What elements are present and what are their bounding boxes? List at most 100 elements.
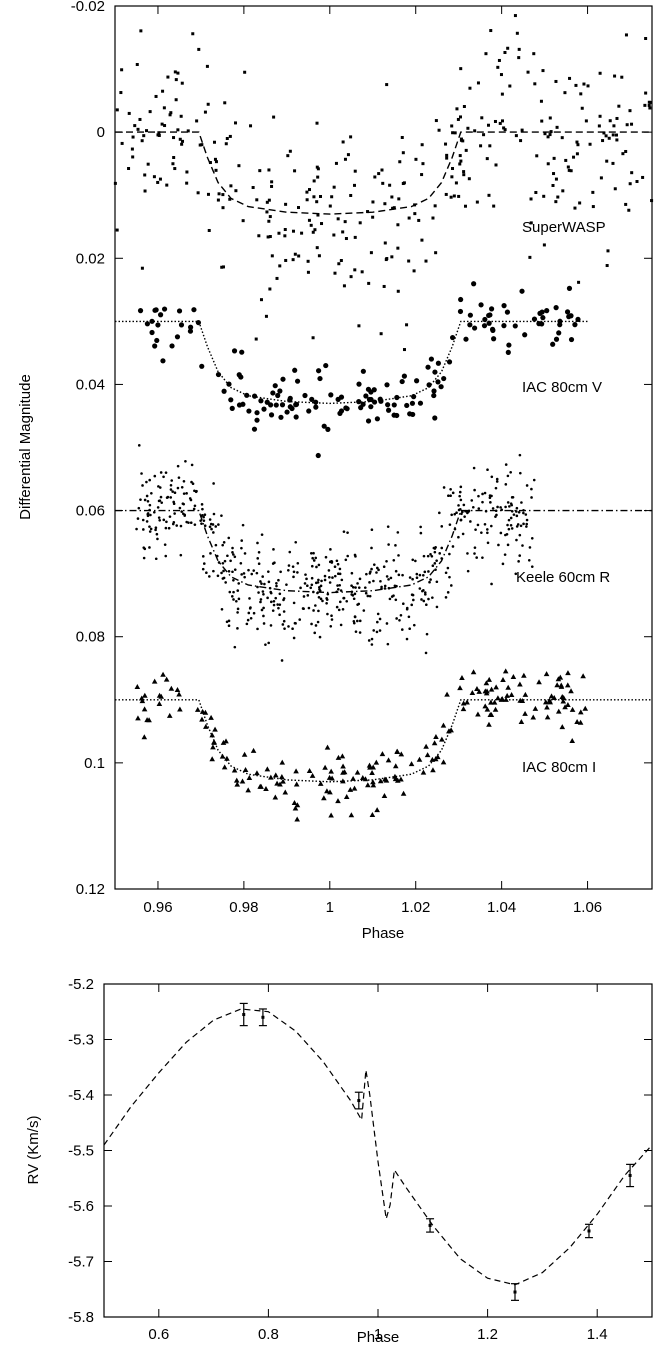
data-point-keele-60cm-r [146, 499, 150, 503]
data-point-superwasp [267, 219, 271, 223]
data-point-iac-80cm-i [517, 681, 523, 687]
data-point-keele-60cm-r [429, 553, 432, 556]
data-point-superwasp [127, 167, 131, 171]
data-point-iac-80cm-i [328, 768, 334, 774]
data-point-superwasp [598, 71, 602, 75]
data-point-superwasp [266, 235, 270, 239]
data-point-superwasp [520, 128, 524, 132]
data-point-superwasp [330, 195, 334, 199]
data-point-iac-80cm-i [544, 704, 550, 710]
data-point-superwasp [186, 129, 190, 133]
data-point-superwasp [195, 119, 199, 123]
data-point-keele-60cm-r [315, 565, 318, 569]
data-point-keele-60cm-r [182, 512, 185, 516]
data-point-superwasp [624, 33, 628, 37]
data-point-keele-60cm-r [333, 565, 337, 569]
data-point-iac-80cm-v [391, 412, 397, 418]
data-point-superwasp [142, 134, 146, 138]
data-point-superwasp [278, 264, 282, 268]
data-point-superwasp [297, 254, 301, 258]
data-point-iac-80cm-i [151, 678, 158, 684]
data-point-superwasp [382, 284, 386, 288]
data-point-iac-80cm-i [335, 754, 342, 760]
data-point-keele-60cm-r [240, 573, 243, 576]
data-point-iac-80cm-v [431, 392, 437, 399]
data-point-iac-80cm-v [277, 388, 283, 394]
data-point-keele-60cm-r [527, 558, 531, 562]
data-point-keele-60cm-r [210, 527, 213, 531]
data-point-superwasp [158, 177, 162, 181]
data-point-superwasp [612, 124, 616, 128]
data-point-iac-80cm-v [449, 334, 456, 341]
data-point-keele-60cm-r [525, 522, 529, 526]
data-point-keele-60cm-r [169, 488, 173, 491]
data-point-keele-60cm-r [440, 525, 444, 528]
data-point-superwasp [283, 228, 287, 232]
data-point-keele-60cm-r [358, 631, 362, 634]
data-point-keele-60cm-r [201, 567, 205, 571]
data-point-iac-80cm-v [344, 406, 350, 412]
data-point-superwasp [168, 113, 172, 117]
data-point-superwasp [207, 228, 211, 232]
data-point-keele-60cm-r [267, 570, 270, 573]
data-point-superwasp [312, 179, 316, 183]
data-point-superwasp [539, 99, 543, 103]
data-point-keele-60cm-r [388, 597, 392, 601]
data-point-superwasp [434, 119, 438, 123]
data-point-keele-60cm-r [383, 584, 387, 588]
data-point-iac-80cm-v [481, 323, 488, 329]
data-point-keele-60cm-r [356, 619, 359, 623]
data-point-superwasp [379, 332, 383, 336]
data-point-superwasp [172, 136, 176, 140]
data-point-keele-60cm-r [190, 463, 194, 467]
data-point-keele-60cm-r [453, 527, 457, 531]
data-point-iac-80cm-v [371, 399, 378, 405]
data-point-superwasp [628, 182, 632, 186]
data-point-keele-60cm-r [310, 622, 313, 626]
data-point-superwasp [493, 119, 497, 123]
data-point-superwasp [459, 67, 463, 71]
data-point-keele-60cm-r [326, 592, 330, 596]
data-point-keele-60cm-r [338, 572, 342, 576]
data-point-iac-80cm-i [245, 787, 252, 793]
data-point-keele-60cm-r [356, 603, 359, 606]
data-point-iac-80cm-i [544, 714, 551, 720]
data-point-superwasp [315, 165, 319, 169]
data-point-iac-80cm-i [219, 753, 226, 759]
data-point-keele-60cm-r [411, 577, 414, 581]
data-point-superwasp [468, 86, 472, 90]
data-point-keele-60cm-r [155, 532, 159, 536]
data-point-superwasp [221, 265, 225, 269]
data-point-iac-80cm-i [560, 694, 567, 700]
data-point-iac-80cm-i [555, 676, 562, 682]
data-point-superwasp [131, 155, 135, 159]
data-point-keele-60cm-r [378, 617, 382, 621]
data-point-keele-60cm-r [350, 593, 353, 596]
data-point-iac-80cm-v [505, 349, 511, 355]
data-point-superwasp [602, 131, 606, 135]
data-point-superwasp [237, 164, 241, 168]
data-point-keele-60cm-r [363, 586, 367, 589]
data-point-keele-60cm-r [255, 571, 259, 575]
data-point-iac-80cm-v [178, 322, 185, 328]
data-point-superwasp [413, 212, 417, 216]
data-point-superwasp [400, 135, 404, 139]
data-point-superwasp [228, 134, 232, 138]
data-point-superwasp [166, 75, 170, 79]
data-point-iac-80cm-i [250, 747, 257, 753]
data-point-superwasp [315, 121, 319, 125]
data-point-superwasp [145, 129, 149, 133]
data-point-iac-80cm-i [268, 774, 274, 780]
data-point-keele-60cm-r [490, 475, 494, 479]
data-point-iac-80cm-i [562, 704, 568, 710]
data-point-keele-60cm-r [474, 528, 477, 531]
data-point-superwasp [371, 200, 375, 204]
data-point-iac-80cm-i [400, 790, 407, 796]
data-point-keele-60cm-r [495, 480, 499, 483]
data-point-superwasp [371, 215, 375, 219]
data-point-keele-60cm-r [313, 631, 317, 635]
data-point-superwasp [613, 74, 617, 78]
data-point-keele-60cm-r [471, 505, 475, 509]
data-point-iac-80cm-v [374, 416, 380, 422]
data-point-superwasp [455, 107, 459, 111]
